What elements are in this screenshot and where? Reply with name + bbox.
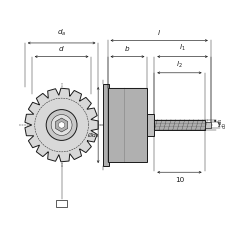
Text: $b$: $b$	[124, 44, 130, 54]
Circle shape	[46, 110, 77, 140]
Text: 10: 10	[175, 177, 184, 183]
Circle shape	[58, 122, 65, 128]
Circle shape	[51, 114, 72, 136]
Bar	[103, 84, 109, 166]
Text: $l_2$: $l_2$	[176, 59, 183, 70]
Bar	[148, 114, 154, 136]
Text: $d_2$: $d_2$	[220, 122, 229, 128]
Bar	[56, 200, 67, 207]
Text: SW: SW	[57, 201, 66, 206]
Text: $d_1$: $d_1$	[216, 118, 225, 125]
Text: $d_a$: $d_a$	[57, 28, 66, 38]
Bar	[154, 120, 204, 130]
Text: $d$: $d$	[58, 44, 65, 53]
Text: $Ød_3$: $Ød_3$	[87, 130, 100, 140]
Polygon shape	[56, 118, 68, 132]
Text: $l$: $l$	[157, 28, 161, 37]
Bar	[108, 88, 148, 162]
Polygon shape	[25, 88, 98, 162]
Text: $l_1$: $l_1$	[179, 43, 186, 54]
Bar	[204, 122, 211, 128]
